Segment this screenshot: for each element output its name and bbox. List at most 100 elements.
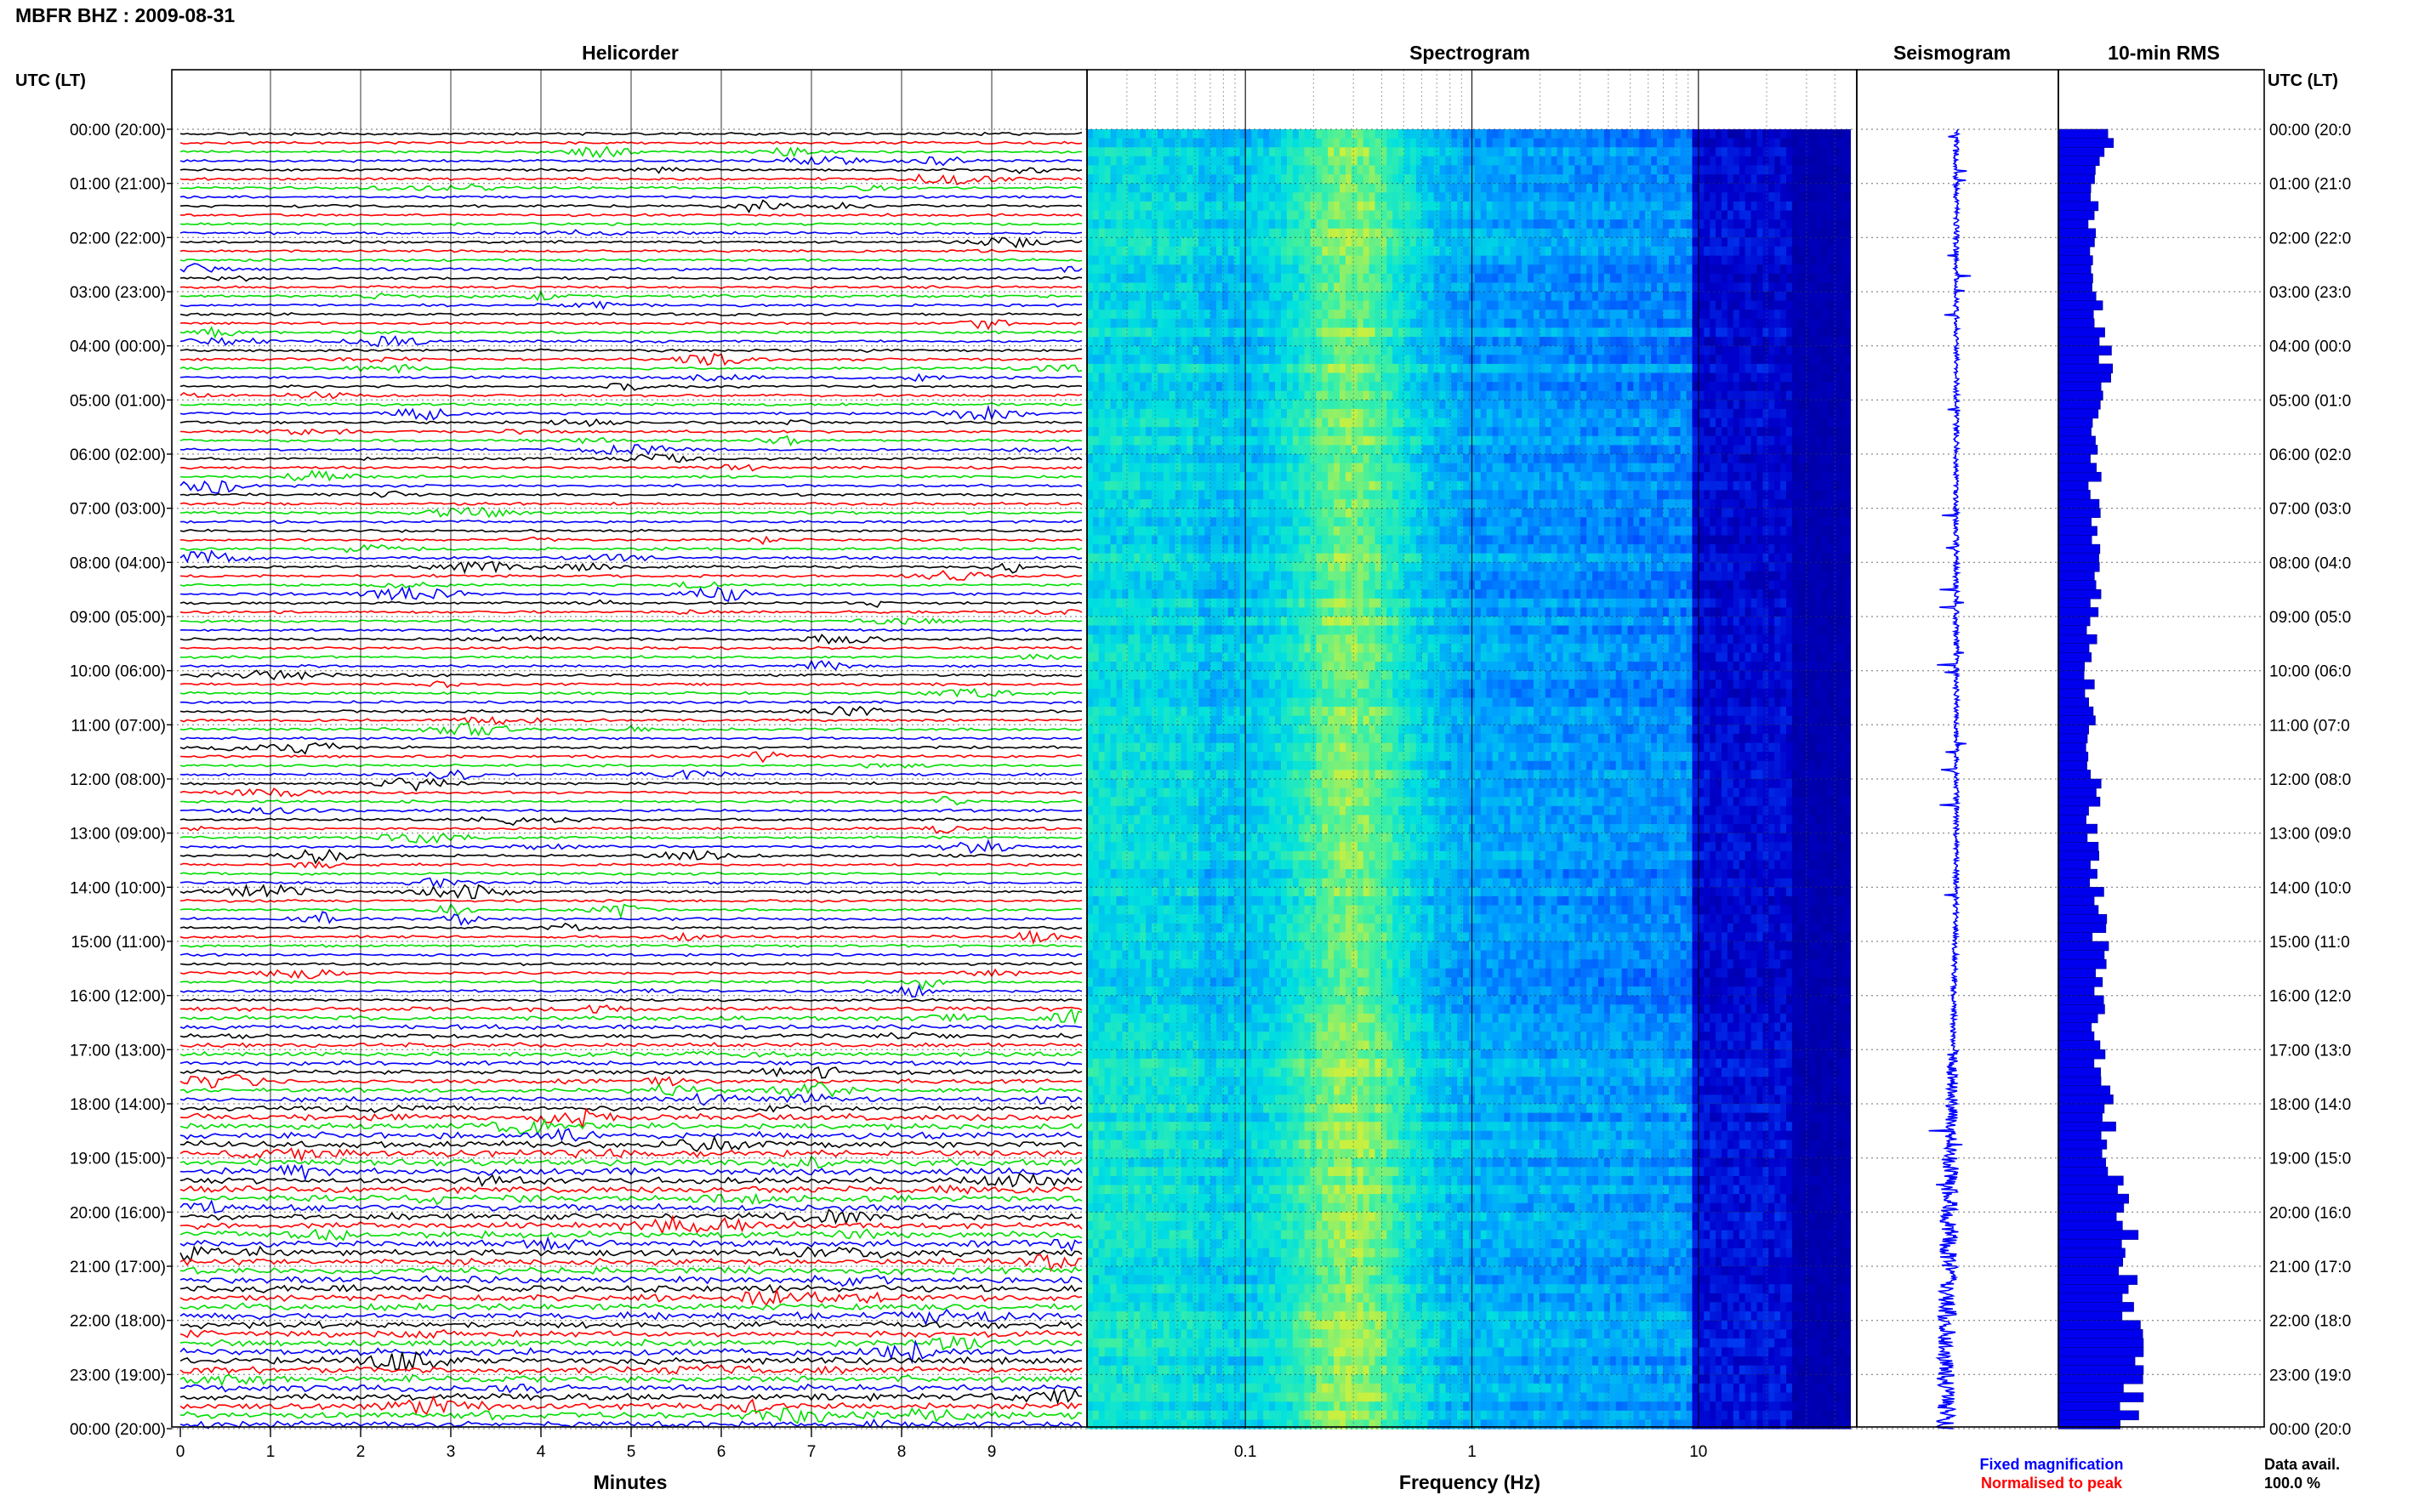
spectrogram-cell — [1609, 129, 1617, 139]
spectrogram-cell — [1340, 345, 1346, 355]
spectrogram-cell — [1098, 156, 1106, 166]
spectrogram-cell — [1663, 210, 1670, 220]
spectrogram-cell — [1762, 255, 1769, 265]
spectrogram-cell — [1845, 138, 1852, 148]
spectrogram-cell — [1609, 292, 1617, 302]
spectrogram-cell — [1827, 192, 1834, 202]
spectrogram-cell — [1803, 355, 1811, 365]
spectrogram-cell — [1586, 282, 1593, 293]
spectrogram-cell — [1204, 264, 1211, 275]
spectrogram-cell — [1328, 129, 1335, 139]
spectrogram-cell — [1704, 219, 1710, 230]
spectrogram-cell — [1269, 174, 1276, 185]
spectrogram-cell — [1603, 292, 1611, 302]
spectrogram-cell — [1803, 292, 1811, 302]
spectrogram-cell — [1286, 345, 1294, 355]
spectrogram-cell — [1750, 255, 1758, 265]
spectrogram-cell — [1733, 192, 1740, 202]
spectrogram-cell — [1233, 273, 1241, 283]
spectrogram-cell — [1463, 418, 1470, 428]
spectrogram-cell — [1663, 382, 1670, 392]
spectrogram-cell — [1498, 435, 1505, 446]
spectrogram-cell — [1568, 201, 1575, 212]
spectrogram-cell — [1116, 201, 1123, 212]
spectrogram-cell — [1674, 445, 1682, 455]
spectrogram-cell — [1704, 300, 1710, 310]
spectrogram-cell — [1780, 273, 1787, 283]
spectrogram-cell — [1639, 463, 1646, 473]
spectrogram-cell — [1345, 337, 1352, 347]
spectrogram-cell — [1762, 192, 1769, 202]
spectrogram-cell — [1263, 255, 1270, 265]
spectrogram-cell — [1457, 246, 1464, 257]
spectrogram-cell — [1534, 219, 1540, 230]
spectrogram-cell — [1227, 292, 1235, 302]
spectrogram-cell — [1316, 255, 1323, 265]
spectrogram-cell — [1686, 292, 1693, 302]
spectrogram-cell — [1098, 147, 1106, 157]
spectrogram-cell — [1304, 363, 1312, 374]
spectrogram-cell — [1340, 310, 1346, 320]
spectrogram-cell — [1251, 372, 1258, 383]
spectrogram-cell — [1251, 138, 1258, 148]
spectrogram-cell — [1216, 463, 1223, 473]
spectrogram-cell — [1398, 318, 1405, 328]
spectrogram-cell — [1568, 435, 1575, 446]
spectrogram-cell — [1704, 318, 1710, 328]
spectrogram-cell — [1603, 408, 1611, 419]
spectrogram-cell — [1657, 355, 1664, 365]
spectrogram-cell — [1351, 210, 1358, 220]
spectrogram-cell — [1698, 237, 1705, 247]
spectrogram-cell — [1756, 147, 1763, 157]
spectrogram-cell — [1457, 408, 1464, 419]
spectrogram-cell — [1251, 418, 1258, 428]
spectrogram-cell — [1510, 372, 1517, 383]
spectrogram-cell — [1192, 363, 1199, 374]
spectrogram-cell — [1198, 418, 1205, 428]
spectrogram-cell — [1803, 400, 1811, 410]
spectrogram-cell — [1380, 472, 1387, 482]
spectrogram-cell — [1733, 435, 1740, 446]
spectrogram-cell — [1098, 408, 1106, 419]
spectrogram-cell — [1192, 264, 1199, 275]
spectrogram-cell — [1504, 327, 1511, 338]
spectrogram-cell — [1791, 445, 1799, 455]
spectrogram-cell — [1568, 445, 1575, 455]
spectrogram-cell — [1457, 318, 1464, 328]
spectrogram-cell — [1116, 472, 1123, 482]
spectrogram-cell — [1480, 454, 1488, 464]
spectrogram-cell — [1609, 435, 1617, 446]
spectrogram-cell — [1568, 292, 1575, 302]
spectrogram-cell — [1451, 390, 1458, 401]
spectrogram-cell — [1627, 165, 1634, 175]
spectrogram-cell — [1722, 264, 1728, 275]
spectrogram-cell — [1175, 337, 1182, 347]
spectrogram-cell — [1192, 435, 1199, 446]
spectrogram-cell — [1439, 237, 1446, 247]
spectrogram-cell — [1380, 174, 1387, 185]
spectrogram-cell — [1340, 327, 1346, 338]
spectrogram-cell — [1845, 219, 1852, 230]
spectrogram-cell — [1251, 246, 1258, 257]
spectrogram-cell — [1116, 210, 1123, 220]
spectrogram-cell — [1322, 345, 1329, 355]
spectrogram-cell — [1592, 174, 1599, 185]
spectrogram-cell — [1204, 327, 1211, 338]
spectrogram-cell — [1369, 400, 1376, 410]
spectrogram-cell — [1474, 292, 1482, 302]
spectrogram-cell — [1562, 363, 1569, 374]
spectrogram-cell — [1645, 318, 1652, 328]
spectrogram-cell — [1609, 445, 1617, 455]
spectrogram-cell — [1722, 255, 1728, 265]
spectrogram-cell — [1322, 273, 1329, 283]
spectrogram-cell — [1657, 390, 1664, 401]
spectrogram-cell — [1657, 237, 1664, 247]
spectrogram-cell — [1392, 445, 1399, 455]
spectrogram-cell — [1251, 282, 1258, 293]
spectrogram-cell — [1539, 408, 1546, 419]
spectrogram-cell — [1562, 445, 1569, 455]
spectrogram-cell — [1768, 345, 1775, 355]
spectrogram-cell — [1415, 445, 1423, 455]
spectrogram-cell — [1780, 264, 1787, 275]
spectrogram-cell — [1263, 183, 1270, 193]
